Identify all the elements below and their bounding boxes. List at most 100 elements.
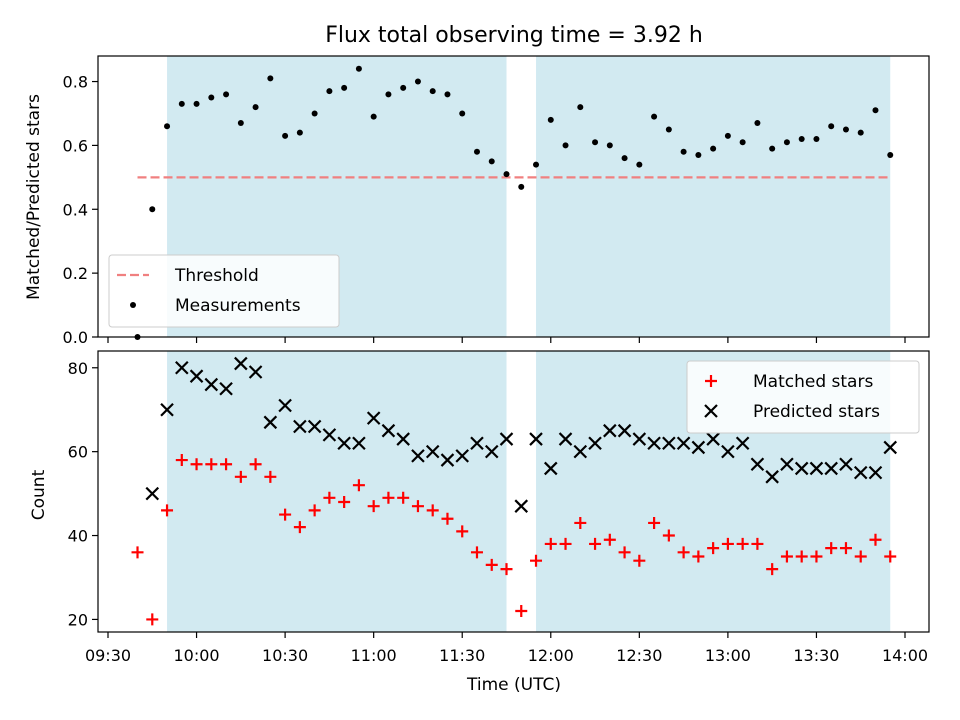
marker-measurements-51 [887,151,894,158]
marker-matched-stars-5 [205,458,218,471]
marker-matched-stars-48 [839,542,852,555]
marker-measurements-32 [606,142,613,149]
marker-predicted-stars-27 [529,432,543,446]
marker-measurements-45 [798,136,805,143]
x-tick-label: 13:30 [793,646,839,665]
x-tick-label: 10:00 [174,646,220,665]
marker-measurements-36 [665,126,672,133]
y-tick-label: 0.2 [63,264,88,283]
marker-predicted-stars-2 [160,402,174,417]
legend-label: Threshold [174,266,259,286]
marker-measurements-12 [311,110,318,117]
marker-measurements-15 [355,65,362,72]
marker-predicted-stars-33 [617,423,632,438]
y-tick-label: 40 [68,527,88,546]
x-tick-label: 12:00 [528,646,574,665]
marker-predicted-stars-22 [455,449,469,463]
marker-predicted-stars-41 [735,436,750,451]
x-tick-label: 10:30 [262,646,308,665]
marker-measurements-2 [164,123,171,130]
marker-matched-stars-4 [190,458,203,471]
marker-matched-stars-15 [352,479,365,492]
marker-measurements-26 [518,183,525,190]
legend-label: Measurements [175,296,301,316]
marker-measurements-7 [237,120,244,127]
marker-predicted-stars-30 [573,444,588,459]
observing-interval-0 [167,351,507,632]
top-panel: 0.0 0.2 0.4 0.6 0.8 Threshold Measurements [63,55,930,347]
marker-measurements-31 [592,139,599,146]
marker-matched-stars-1 [146,613,159,626]
marker-measurements-25 [503,171,510,178]
legend-label: Matched stars [753,372,873,392]
marker-predicted-stars-1 [145,486,160,501]
marker-measurements-35 [651,113,658,120]
marker-predicted-stars-21 [440,453,455,467]
marker-measurements-3 [178,100,185,107]
marker-measurements-1 [149,206,156,213]
marker-measurements-49 [857,129,864,136]
legend: Matched stars Predicted stars [686,360,920,434]
legend-label: Predicted stars [753,402,880,422]
marker-measurements-46 [813,136,820,143]
marker-predicted-stars-6 [219,381,233,396]
marker-measurements-48 [842,126,849,133]
marker-predicted-stars-44 [780,457,794,472]
marker-measurements-11 [296,129,303,136]
marker-predicted-stars-15 [352,436,366,451]
marker-matched-stars-49 [854,550,867,563]
marker-predicted-stars-24 [484,444,499,459]
marker-matched-stars-8 [249,458,262,471]
marker-matched-stars-36 [662,529,675,542]
bottom-panel: 20 40 60 80 09:30 10:00 10:30 11:00 11:30 12:00 12… [68,350,930,665]
plot-frame [97,55,930,338]
marker-measurements-43 [769,145,776,152]
marker-predicted-stars-36 [662,436,676,451]
marker-matched-stars-51 [884,550,897,563]
marker-matched-stars-9 [264,470,277,483]
marker-predicted-stars-5 [204,377,219,392]
marker-predicted-stars-9 [263,415,278,430]
marker-matched-stars-40 [721,537,734,550]
y-tick-label: 0.4 [63,200,88,219]
legend-key-measurements [130,302,136,308]
marker-measurements-24 [488,158,495,165]
marker-measurements-27 [533,161,540,168]
marker-measurements-37 [680,148,687,155]
marker-matched-stars-25 [500,563,513,576]
marker-matched-stars-10 [279,508,292,521]
marker-predicted-stars-51 [883,440,898,455]
marker-matched-stars-20 [426,504,439,517]
legend-key-matched-stars [705,375,717,387]
marker-predicted-stars-23 [470,436,484,451]
y-tick-label: 20 [68,610,88,629]
marker-measurements-13 [326,88,333,95]
marker-predicted-stars-40 [721,444,735,459]
marker-predicted-stars-13 [322,428,337,442]
observing-interval-1 [536,56,891,337]
marker-matched-stars-33 [618,546,631,559]
marker-matched-stars-14 [338,495,351,508]
marker-matched-stars-39 [707,542,720,555]
marker-measurements-6 [223,91,230,98]
marker-predicted-stars-50 [868,465,883,480]
marker-predicted-stars-38 [691,440,706,455]
marker-measurements-14 [341,84,348,91]
y-axis-label-bottom: Count [29,469,49,520]
marker-predicted-stars-34 [632,432,647,446]
marker-predicted-stars-39 [706,432,720,446]
marker-predicted-stars-17 [381,423,396,438]
plot-frame [97,350,930,633]
x-tick-label: 11:30 [439,646,485,665]
marker-predicted-stars-32 [603,423,617,438]
y-axis-label-top: Matched/Predicted stars [24,94,44,300]
marker-measurements-9 [267,75,274,82]
marker-matched-stars-38 [692,550,705,563]
marker-measurements-40 [724,132,731,139]
marker-matched-stars-22 [456,525,469,538]
marker-matched-stars-29 [559,537,572,550]
marker-predicted-stars-42 [750,457,765,472]
y-tick-label: 0.8 [63,73,88,92]
marker-measurements-16 [370,113,377,120]
